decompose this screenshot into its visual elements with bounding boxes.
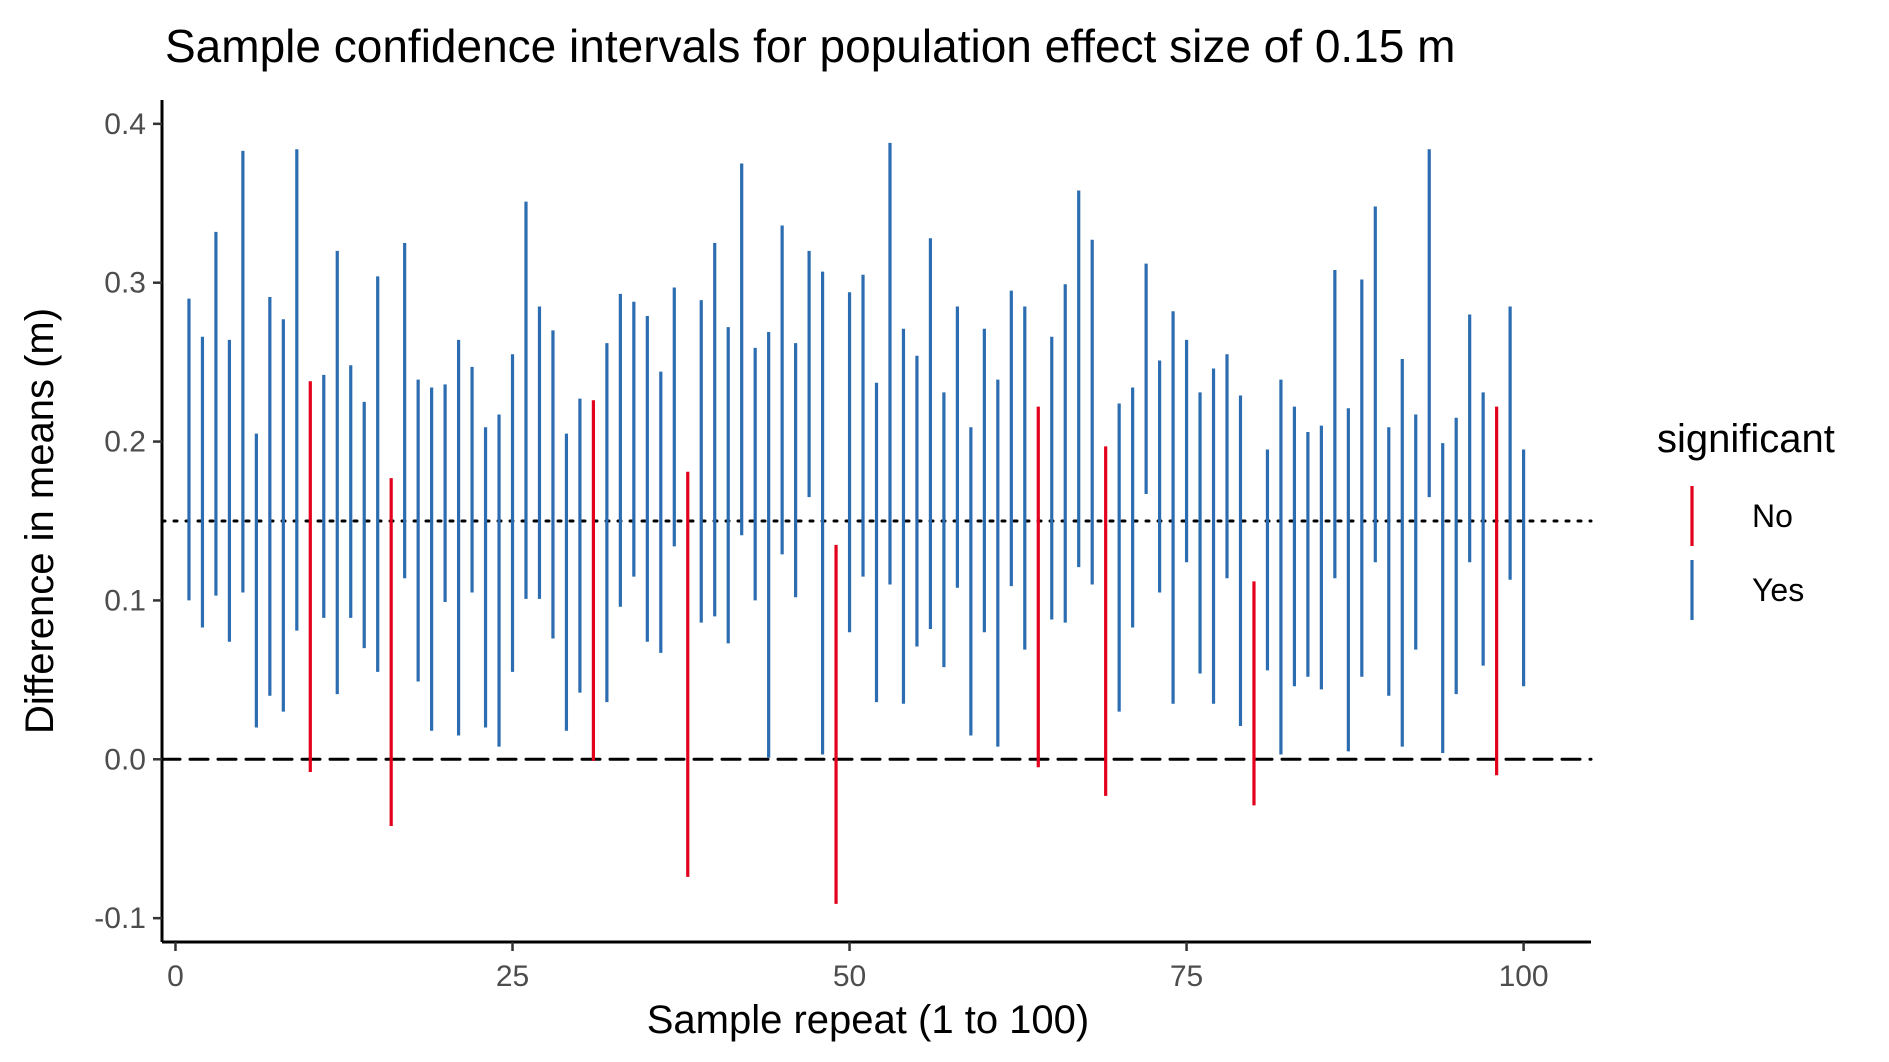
y-tick-label: 0.4 bbox=[104, 108, 146, 141]
y-tick-label: 0.3 bbox=[104, 267, 146, 300]
y-tick-label: 0.0 bbox=[104, 743, 146, 776]
legend-label-no: No bbox=[1752, 498, 1793, 534]
plot-area bbox=[160, 142, 1593, 904]
legend-title: significant bbox=[1657, 417, 1835, 461]
x-tick-label: 50 bbox=[833, 960, 866, 993]
chart-title: Sample confidence intervals for populati… bbox=[165, 20, 1455, 72]
y-tick-label: 0.2 bbox=[104, 426, 146, 459]
x-tick-label: 0 bbox=[167, 960, 184, 993]
y-tick-label: 0.1 bbox=[104, 584, 146, 617]
axes: -0.1 0.0 0.1 0.2 0.3 0.4 0 25 50 75 100 bbox=[94, 100, 1591, 993]
x-tick-label: 25 bbox=[496, 960, 529, 993]
x-axis-title: Sample repeat (1 to 100) bbox=[647, 998, 1089, 1042]
legend: significant No Yes bbox=[1657, 417, 1835, 620]
y-tick-label: -0.1 bbox=[94, 902, 146, 935]
y-axis-title: Difference in means (m) bbox=[18, 308, 62, 734]
legend-label-yes: Yes bbox=[1752, 572, 1804, 608]
x-tick-label: 100 bbox=[1499, 960, 1549, 993]
x-tick-label: 75 bbox=[1170, 960, 1203, 993]
